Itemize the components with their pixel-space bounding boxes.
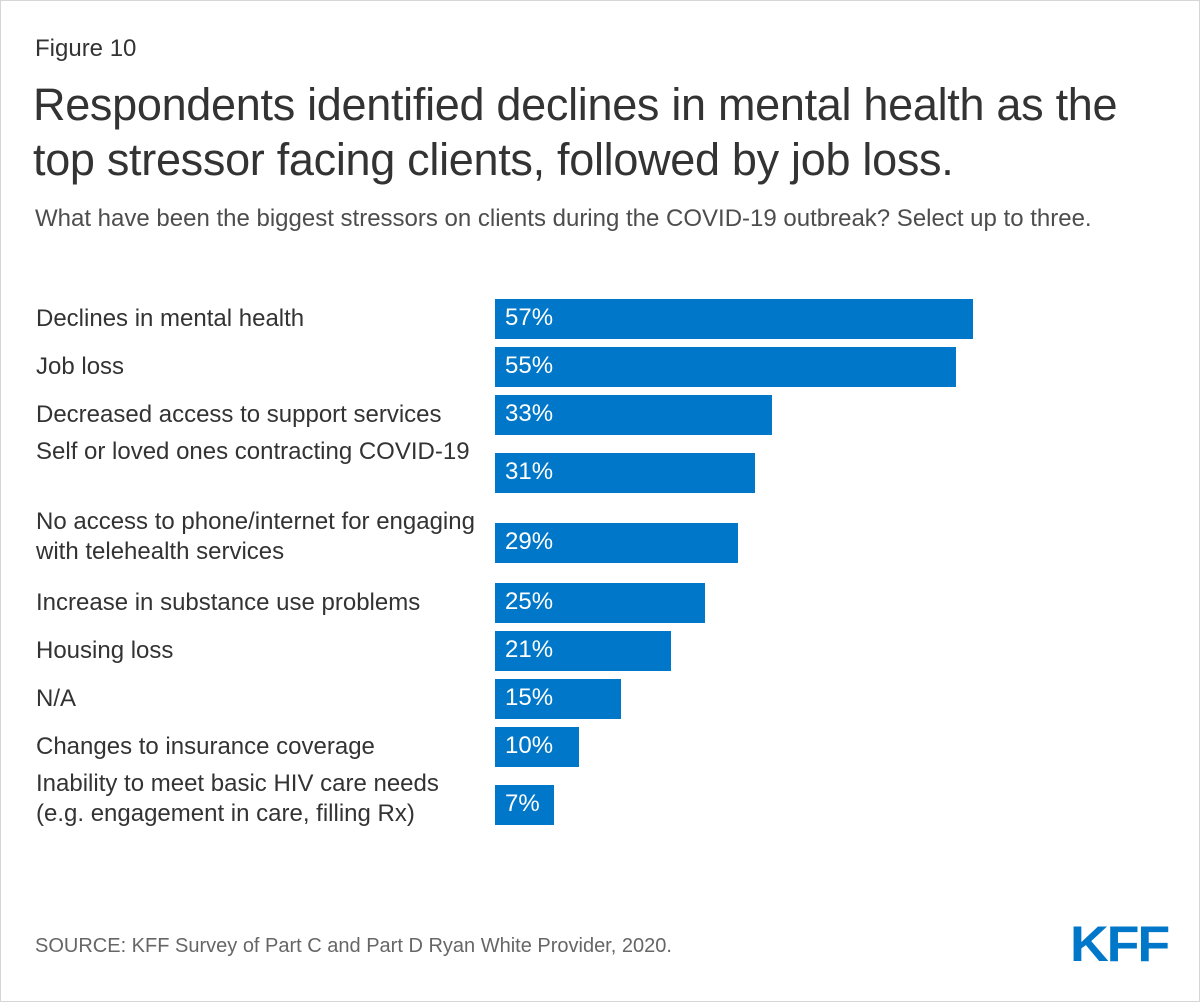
category-label: Changes to insurance coverage [36,733,375,760]
figure-label: Figure 10 [35,35,137,62]
bar-value-label: 57% [505,304,554,331]
bar-value-label: 21% [505,636,554,663]
chart-subtitle: What have been the biggest stressors on … [35,205,1092,232]
category-label: Self or loved ones contracting COVID-19 [36,438,470,465]
kff-logo-text: KFF [1070,921,1168,967]
bar [495,453,755,493]
bar [495,785,554,825]
bar [495,395,772,435]
bar-chart: Declines in mental health 57% Job loss 55% D… [1,291,1200,851]
category-label: Inability to meet basic HIV care needs (… [36,770,439,827]
bar-value-label: 29% [505,528,554,555]
bar-value-label: 15% [505,684,554,711]
kff-logo: KFF [1070,921,1169,967]
bar [495,299,973,339]
bar-value-label: 7% [505,790,540,817]
category-label: Housing loss [36,637,174,664]
bar [495,679,621,719]
bar [495,727,579,767]
bar [495,583,705,623]
category-label: Declines in mental health [36,305,305,332]
bar [495,347,957,387]
category-label: N/A [36,685,77,712]
category-label: Increase in substance use problems [36,589,421,616]
chart-title: Respondents identified declines in menta… [33,79,1118,185]
category-label: Job loss [36,353,125,380]
bar-value-label: 55% [505,352,554,379]
bar [495,631,672,671]
source-note: SOURCE: KFF Survey of Part C and Part D … [35,935,672,957]
category-label: No access to phone/internet for engaging… [36,508,475,565]
bar-value-label: 33% [505,400,554,427]
bar-value-label: 10% [505,732,554,759]
category-label: Decreased access to support services [36,401,442,428]
bar-value-label: 31% [505,458,554,485]
bar [495,523,739,563]
bar-value-label: 25% [505,588,554,615]
